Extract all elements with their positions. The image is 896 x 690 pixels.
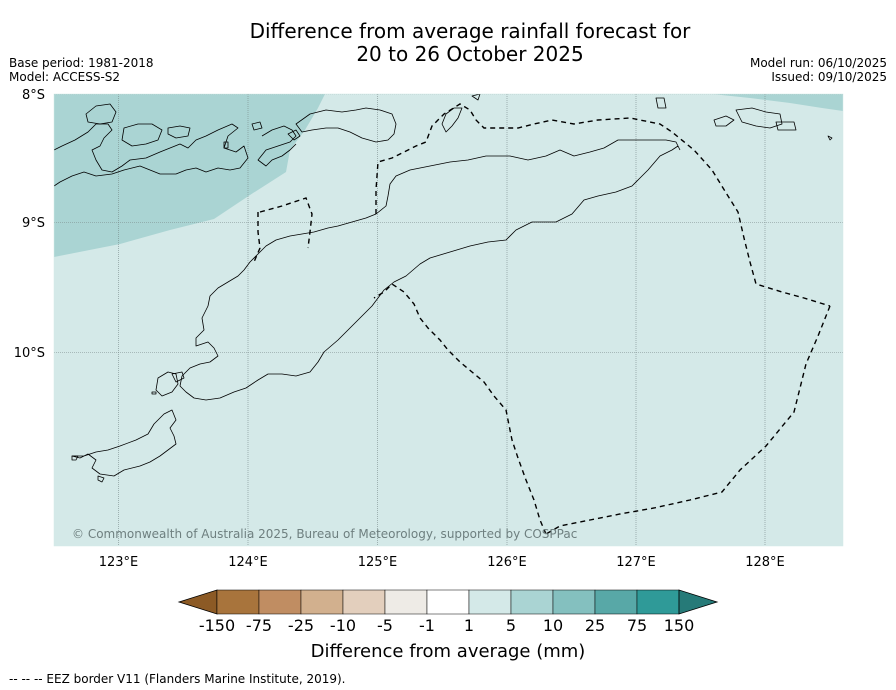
colorbar-segment — [216, 589, 260, 615]
island-outline — [223, 141, 229, 149]
colorbar-segment — [300, 589, 344, 615]
model-run: Model run: 06/10/2025 — [749, 56, 887, 70]
island-outline — [171, 371, 185, 383]
eez-borders — [253, 103, 831, 535]
island-outline — [471, 94, 481, 101]
lon-label-125e: 125°E — [358, 555, 398, 570]
lon-label-126e: 126°E — [487, 555, 527, 570]
island-outline — [735, 107, 783, 129]
colorbar-segment — [258, 589, 302, 615]
wetar-island-outline — [295, 107, 397, 143]
island-outline — [287, 129, 301, 141]
latitude-labels: 8°S 9°S 10°S — [14, 88, 45, 361]
eez-border-west — [253, 212, 261, 263]
colorbar-tick-label: -75 — [246, 616, 272, 635]
map-layers: © Commonwealth of Australia 2025, Bureau… — [54, 94, 843, 546]
colorbar-tick-label: 150 — [664, 616, 695, 635]
lat-label-10s: 10°S — [14, 346, 45, 361]
colorbar-extend-high — [678, 589, 719, 615]
base-period: Base period: 1981-2018 — [9, 56, 154, 70]
colorbar-tick-label: 75 — [627, 616, 647, 635]
coastlines — [54, 94, 833, 483]
meta-left: Base period: 1981-2018 Model: ACCESS-S2 — [9, 56, 154, 84]
island-outline — [121, 123, 163, 147]
colorbar-extend-low — [177, 589, 218, 615]
issued-date: Issued: 09/10/2025 — [771, 70, 887, 84]
wet-region-east — [712, 94, 843, 111]
lon-label-127e: 127°E — [616, 555, 656, 570]
colorbar-segment — [426, 589, 470, 615]
colorbar-tick-labels: -150 -75 -25 -10 -5 -1 1 5 10 25 75 150 — [199, 616, 694, 635]
timor-island-outline — [179, 139, 681, 401]
flores-island-outline — [54, 123, 249, 187]
chart-title: Difference from average rainfall forecas… — [0, 20, 896, 66]
colorbar — [177, 589, 719, 615]
colorbar-tick-label: -1 — [419, 616, 435, 635]
title-line-1: Difference from average rainfall forecas… — [249, 19, 691, 43]
island-outline — [441, 107, 463, 133]
eez-border-west-inner — [259, 197, 313, 249]
colorbar-segment — [594, 589, 638, 615]
colorbar-tick-label: -5 — [377, 616, 393, 635]
eez-border-south — [373, 283, 547, 535]
colorbar-tick-label: -10 — [330, 616, 356, 635]
island-outline — [167, 125, 191, 139]
colorbar-label: Difference from average (mm) — [311, 641, 586, 662]
island-outline — [827, 135, 833, 141]
colorbar-tick-label: 25 — [585, 616, 605, 635]
wet-region-west — [54, 94, 325, 257]
island-outline — [775, 121, 797, 131]
colorbar-segment — [636, 589, 680, 615]
island-outline — [151, 391, 157, 395]
island-outline — [155, 371, 179, 397]
lon-label-128e: 128°E — [745, 555, 785, 570]
colorbar-segment — [468, 589, 512, 615]
model-name: Model: ACCESS-S2 — [9, 70, 121, 84]
eez-legend-note: -- -- -- EEZ border V11 (Flanders Marine… — [9, 672, 346, 686]
island-outline — [85, 103, 117, 125]
alor-island-outline — [257, 125, 297, 167]
colorbar-segment — [384, 589, 428, 615]
colorbar-tick-label: -25 — [288, 616, 314, 635]
colorbar-tick-label: 1 — [464, 616, 474, 635]
colorbar-segment — [552, 589, 596, 615]
lon-label-124e: 124°E — [228, 555, 268, 570]
copyright-text: © Commonwealth of Australia 2025, Bureau… — [72, 527, 577, 541]
colorbar-segment — [510, 589, 554, 615]
lat-label-9s: 9°S — [22, 216, 45, 231]
colorbar-tick-label: -150 — [199, 616, 235, 635]
graticule — [54, 94, 843, 546]
eez-border-east — [545, 305, 831, 535]
lat-label-8s: 8°S — [22, 88, 45, 103]
island-outline — [97, 475, 105, 483]
colorbar-segment — [342, 589, 386, 615]
meta-right: Model run: 06/10/2025 Issued: 09/10/2025 — [750, 56, 887, 84]
colorbar-tick-label: 5 — [506, 616, 516, 635]
island-outline — [655, 97, 667, 109]
island-outline — [71, 455, 79, 461]
island-outline — [251, 121, 263, 131]
lon-label-123e: 123°E — [99, 555, 139, 570]
longitude-labels: 123°E 124°E 125°E 126°E 127°E 128°E — [99, 555, 785, 570]
rote-island-outline — [71, 409, 177, 477]
island-outline — [713, 115, 735, 127]
colorbar-tick-label: 10 — [543, 616, 563, 635]
title-line-2: 20 to 26 October 2025 — [356, 42, 584, 66]
map-frame — [53, 93, 844, 547]
